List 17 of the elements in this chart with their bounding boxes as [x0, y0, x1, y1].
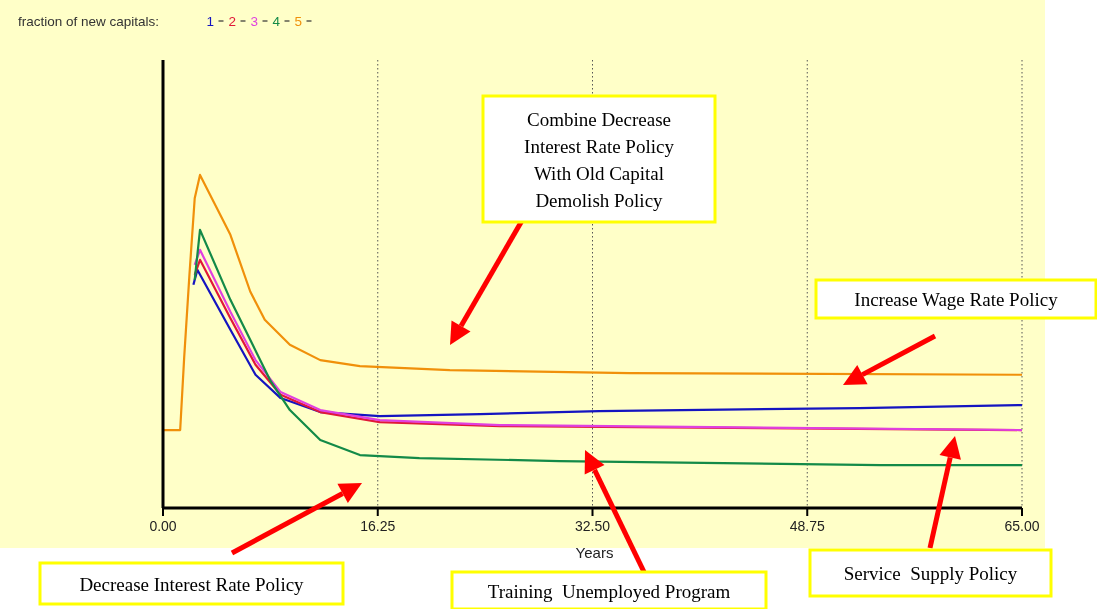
text: Decrease Interest Rate Policy: [79, 573, 305, 595]
text: 2: [228, 14, 237, 29]
text: 5: [294, 14, 303, 29]
x-tick-label: 0.00: [149, 518, 177, 534]
annotation: Increase Wage Rate Policy: [854, 289, 1059, 310]
x-tick-label: 48.75: [789, 518, 825, 534]
text: 4: [272, 14, 281, 29]
text: Service Supply Policy: [843, 563, 1018, 584]
x-tick-label: 32.50: [574, 518, 611, 534]
text: 3: [250, 14, 259, 29]
text: Training Unemployed Program: [487, 580, 731, 602]
annotation: Combine Decrease Interest Rate Policy With Old Capital Demolish Policy: [524, 108, 675, 211]
x-axis-title: Years: [575, 544, 614, 561]
chart-title: fraction of new capitals:: [18, 14, 160, 29]
x-tick-label: 16.25: [360, 518, 396, 534]
x-tick-label: 65.00: [1004, 518, 1040, 534]
text: 1: [206, 14, 215, 29]
